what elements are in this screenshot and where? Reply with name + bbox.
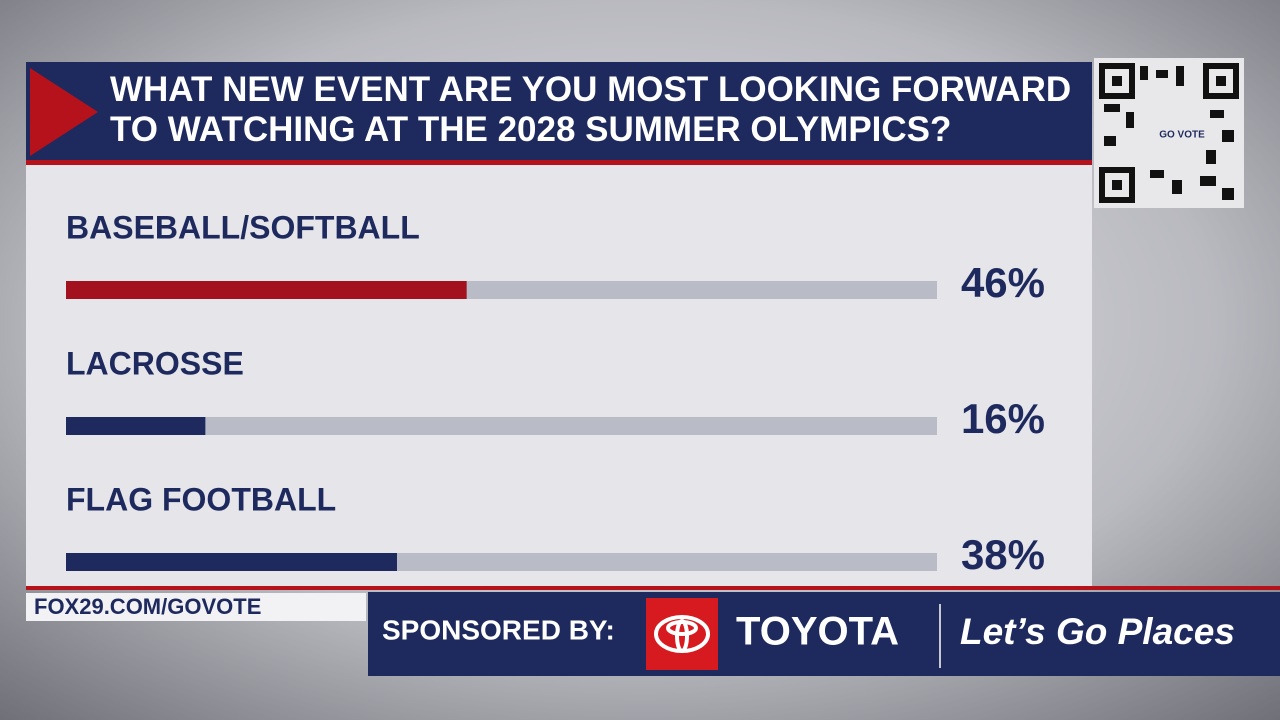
chart-panel	[26, 165, 1092, 588]
title-banner	[26, 62, 1092, 162]
value-label: 16%	[961, 395, 1045, 442]
title-box: WHAT NEW EVENT ARE YOU MOST LOOKING FORW…	[110, 70, 1072, 149]
toyota-emblem	[654, 615, 710, 653]
value-label: 38%	[961, 531, 1045, 578]
qr-label: GO VOTE	[1159, 130, 1205, 141]
bar-track	[66, 417, 937, 435]
brand: TOYOTA	[736, 610, 899, 654]
value-label: 46%	[961, 259, 1045, 306]
qr-code	[1099, 63, 1239, 203]
bars: BASEBALL/SOFTBALL 46% LACROSSE 16% FLAG FOOT…	[66, 209, 1045, 578]
sponsor-label: SPONSORED BY:	[382, 614, 615, 645]
bar	[66, 553, 397, 571]
footer-rule	[26, 586, 1280, 590]
slogan: Let’s Go Places	[960, 611, 1235, 652]
category-label: LACROSSE	[66, 345, 244, 381]
bar	[66, 281, 467, 299]
sponsor-bar	[368, 592, 1280, 676]
category-label: BASEBALL/SOFTBALL	[66, 209, 420, 245]
url-strip	[26, 593, 366, 621]
url: FOX29.COM/GOVOTE	[34, 594, 261, 619]
title-arrow	[30, 68, 98, 156]
chart-title: WHAT NEW EVENT ARE YOU MOST LOOKING FORW…	[110, 70, 1072, 149]
divider	[939, 604, 941, 668]
category-label: FLAG FOOTBALL	[66, 481, 336, 517]
bar	[66, 417, 206, 435]
title-underline	[26, 160, 1092, 165]
